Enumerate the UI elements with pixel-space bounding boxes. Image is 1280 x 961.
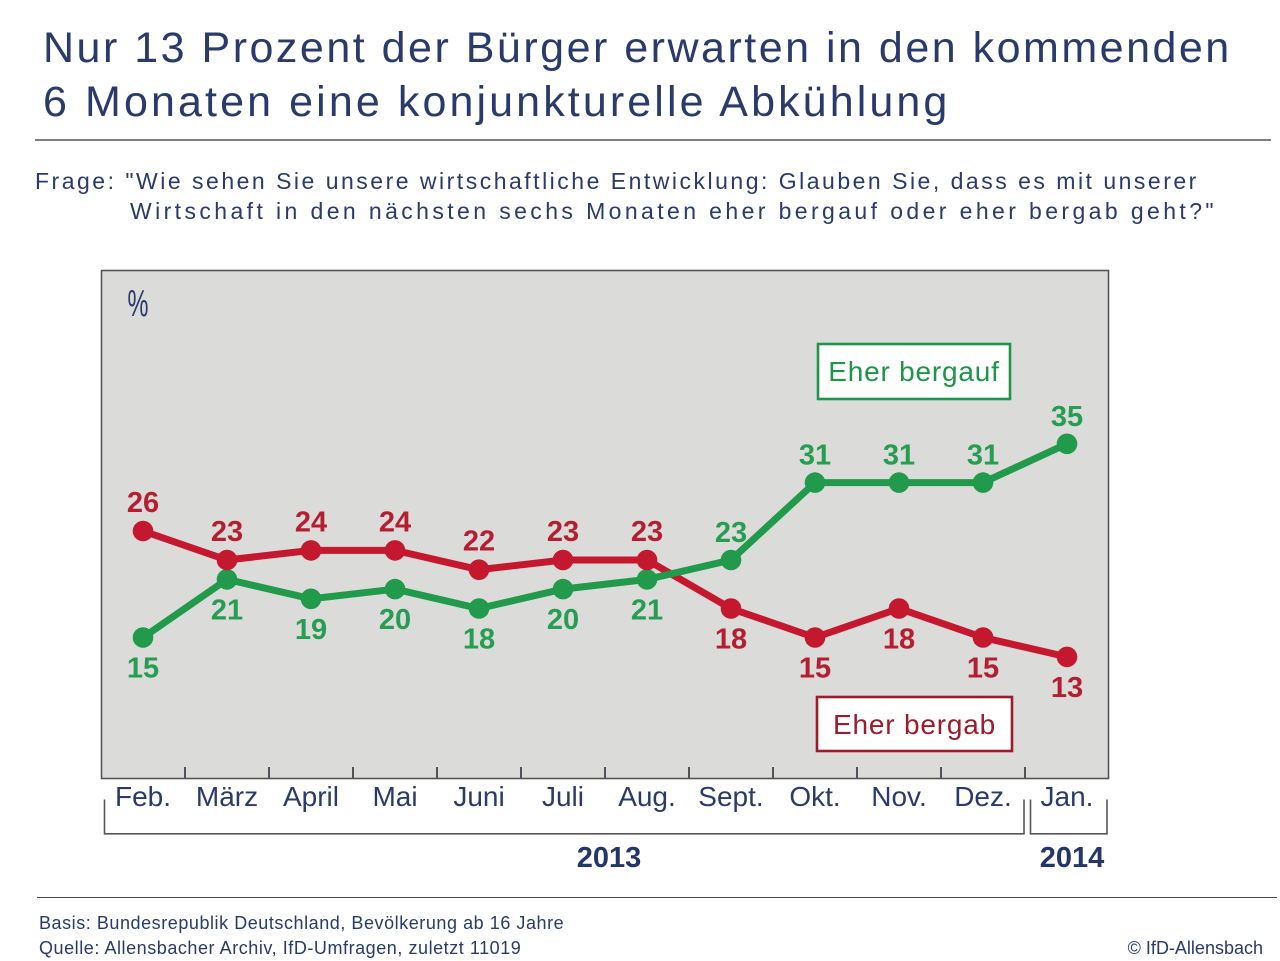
- svg-text:Sept.: Sept.: [698, 781, 763, 812]
- svg-text:18: 18: [463, 624, 495, 656]
- svg-text:31: 31: [967, 440, 999, 472]
- svg-text:15: 15: [799, 653, 831, 685]
- svg-text:23: 23: [211, 516, 243, 548]
- svg-text:20: 20: [547, 604, 579, 636]
- svg-text:Okt.: Okt.: [789, 781, 840, 812]
- svg-text:März: März: [196, 781, 258, 812]
- svg-text:18: 18: [715, 624, 747, 656]
- svg-text:21: 21: [631, 594, 663, 626]
- svg-text:31: 31: [883, 440, 915, 472]
- svg-text:13: 13: [1051, 672, 1083, 704]
- svg-text:2013: 2013: [577, 842, 642, 874]
- svg-text:Eher bergab: Eher bergab: [833, 709, 996, 740]
- svg-text:April: April: [283, 781, 339, 812]
- svg-text:Eher bergauf: Eher bergauf: [828, 356, 1000, 387]
- svg-text:21: 21: [211, 594, 243, 626]
- svg-text:23: 23: [715, 517, 747, 549]
- svg-text:Juli: Juli: [542, 781, 584, 812]
- svg-text:31: 31: [799, 440, 831, 472]
- svg-text:35: 35: [1051, 401, 1083, 433]
- svg-text:15: 15: [127, 653, 159, 685]
- svg-text:Jan.: Jan.: [1041, 781, 1094, 812]
- svg-text:24: 24: [379, 506, 411, 538]
- svg-text:Feb.: Feb.: [115, 781, 171, 812]
- svg-text:20: 20: [379, 604, 411, 636]
- svg-text:Dez.: Dez.: [954, 781, 1012, 812]
- svg-text:24: 24: [295, 506, 327, 538]
- svg-text:23: 23: [631, 516, 663, 548]
- svg-text:26: 26: [127, 487, 159, 519]
- svg-text:Aug.: Aug.: [618, 781, 676, 812]
- svg-text:15: 15: [967, 653, 999, 685]
- svg-text:%: %: [128, 281, 149, 324]
- svg-text:23: 23: [547, 516, 579, 548]
- svg-text:22: 22: [463, 526, 495, 558]
- svg-text:18: 18: [883, 624, 915, 656]
- svg-text:Nov.: Nov.: [871, 781, 927, 812]
- svg-text:Mai: Mai: [372, 781, 417, 812]
- svg-text:2014: 2014: [1040, 842, 1105, 874]
- svg-text:19: 19: [295, 614, 327, 646]
- svg-text:Juni: Juni: [453, 781, 504, 812]
